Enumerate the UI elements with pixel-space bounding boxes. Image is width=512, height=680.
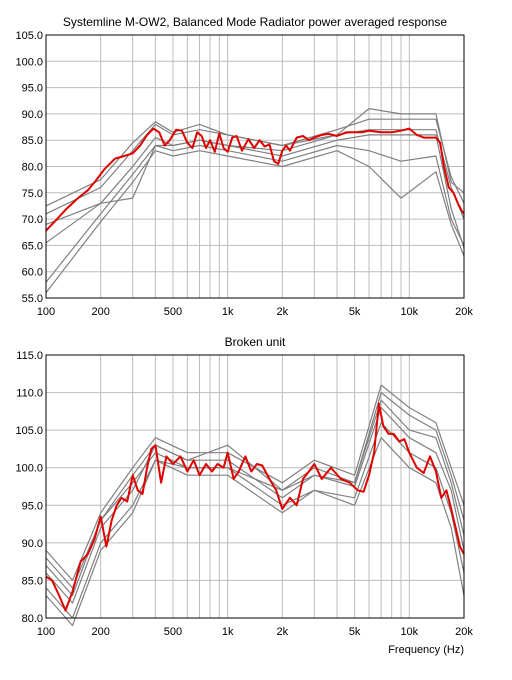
average-response-line xyxy=(45,402,465,612)
y-tick-label: 80.0 xyxy=(22,162,43,174)
chart-title: Systemline M-OW2, Balanced Mode Radiator… xyxy=(62,15,448,29)
x-tick-label: 100 xyxy=(37,306,55,318)
average-response-line xyxy=(45,127,465,232)
x-tick-label: 1k xyxy=(222,626,234,638)
individual-response-line xyxy=(45,384,465,581)
chart-title: Broken unit xyxy=(224,335,286,349)
individual-response-line xyxy=(45,391,465,589)
y-tick-label: 70.0 xyxy=(22,214,43,226)
x-tick-label: 20k xyxy=(455,306,473,318)
x-tick-label: 2k xyxy=(277,306,289,318)
y-tick-label: 105.0 xyxy=(15,30,43,42)
x-tick-label: 200 xyxy=(92,306,110,318)
individual-response-line xyxy=(45,437,465,627)
y-tick-label: 90.0 xyxy=(22,109,43,121)
chart-bottom-plot: 80.0 85.0 90.0 95.0 100.0 105.0 110.0 115.0 100 2… xyxy=(15,350,473,638)
x-tick-label: 100 xyxy=(37,626,55,638)
x-tick-label: 20k xyxy=(455,626,473,638)
y-tick-label: 85.0 xyxy=(22,135,43,147)
chart-bottom: Broken unit 80.0 85.0 90.0 95.0 100.0 105.0 11… xyxy=(0,328,512,680)
y-tick-label: 100.0 xyxy=(15,56,43,68)
chart-top-plot: 55.0 60.0 65.0 70.0 75.0 80.0 85.0 90.0 95.0 100.… xyxy=(15,30,473,318)
chart-top: Systemline M-OW2, Balanced Mode Radiator… xyxy=(0,0,512,320)
y-tick-label: 115.0 xyxy=(16,350,43,362)
x-tick-label: 10k xyxy=(400,626,418,638)
individual-response-line xyxy=(45,150,465,294)
x-tick-label: 2k xyxy=(277,626,289,638)
x-tick-label: 10k xyxy=(400,306,418,318)
y-tick-label: 85.0 xyxy=(22,575,43,587)
plot-frame xyxy=(45,354,465,619)
y-tick-label: 75.0 xyxy=(22,188,43,200)
x-tick-label: 200 xyxy=(92,626,110,638)
y-tick-label: 55.0 xyxy=(22,293,43,305)
y-tick-label: 100.0 xyxy=(15,463,43,475)
x-tick-label: 1k xyxy=(222,306,234,318)
individual-response-line xyxy=(45,107,465,207)
y-tick-label: 60.0 xyxy=(22,267,43,279)
x-tick-label: 5k xyxy=(349,306,361,318)
individual-response-line xyxy=(45,406,465,604)
individual-response-line xyxy=(45,144,465,283)
y-tick-label: 105.0 xyxy=(15,425,43,437)
y-tick-label: 80.0 xyxy=(22,613,43,625)
y-tick-label: 65.0 xyxy=(22,240,43,252)
x-tick-label: 500 xyxy=(164,306,182,318)
x-tick-label: 5k xyxy=(349,626,361,638)
plot-frame xyxy=(45,34,465,299)
x-tick-label: 500 xyxy=(164,626,182,638)
individual-response-line xyxy=(45,134,465,249)
y-tick-label: 110.0 xyxy=(16,388,43,400)
y-tick-label: 95.0 xyxy=(22,500,43,512)
y-tick-label: 90.0 xyxy=(22,538,43,550)
y-tick-label: 95.0 xyxy=(22,83,43,95)
x-axis-label: Frequency (Hz) xyxy=(388,644,464,656)
